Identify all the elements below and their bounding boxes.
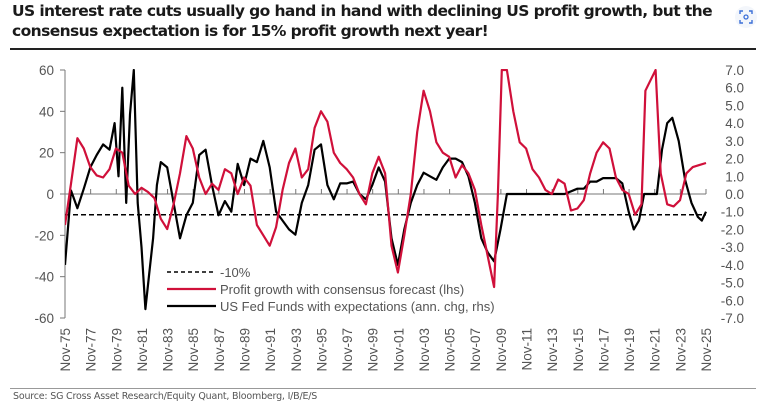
y-tick-label-right: 1.0 bbox=[725, 169, 744, 184]
legend-label: US Fed Funds with expectations (ann. chg… bbox=[220, 299, 495, 314]
x-tick-label: Nov-15 bbox=[571, 328, 586, 372]
x-tick-label: Nov-13 bbox=[545, 328, 560, 372]
x-tick-label: Nov-99 bbox=[366, 328, 381, 372]
source-divider bbox=[10, 388, 756, 389]
y-tick-label-right: 5.0 bbox=[725, 98, 744, 113]
axes: 60 40 20 0 -20 -40 -60 Nov-75 Nov-77 Nov-79 Nov-81… bbox=[34, 63, 744, 372]
y-tick-label-left: 40 bbox=[39, 104, 54, 119]
x-tick-label: Nov-77 bbox=[84, 328, 99, 372]
y-tick-label-right: -1.0 bbox=[721, 205, 744, 220]
y-tick-label-right: 7.0 bbox=[725, 63, 744, 78]
legend-label: -10% bbox=[220, 265, 251, 280]
y-tick-label-left: 0 bbox=[46, 187, 54, 202]
y-tick-label-left: 20 bbox=[39, 146, 54, 161]
y-tick-label-right: 0.0 bbox=[725, 187, 744, 202]
x-tick-label: Nov-75 bbox=[58, 328, 73, 372]
x-tick-label: Nov-79 bbox=[109, 328, 124, 372]
x-tick-label: Nov-05 bbox=[443, 328, 458, 372]
x-tick-label: Nov-07 bbox=[468, 328, 483, 372]
x-tick-label: Nov-85 bbox=[186, 328, 201, 372]
y-tick-label-right: -2.0 bbox=[721, 222, 744, 237]
x-tick-label: Nov-21 bbox=[648, 328, 663, 372]
y-tick-label-left: -60 bbox=[34, 311, 54, 326]
x-tick-label: Nov-25 bbox=[699, 328, 714, 372]
source-note: Source: SG Cross Asset Research/Equity Q… bbox=[13, 391, 318, 402]
y-tick-label-right: 4.0 bbox=[725, 116, 744, 131]
chart-title: US interest rate cuts usually go hand in… bbox=[12, 2, 713, 40]
series-layer bbox=[65, 69, 707, 311]
scan-icon bbox=[739, 10, 753, 24]
legend: -10% Profit growth with consensus forecas… bbox=[167, 265, 495, 314]
x-tick-label: Nov-83 bbox=[161, 328, 176, 372]
y-tick-label-right: 2.0 bbox=[725, 152, 744, 167]
x-tick-label: Nov-91 bbox=[263, 328, 278, 372]
x-tick-label: Nov-11 bbox=[520, 328, 535, 371]
x-tick-label: Nov-19 bbox=[622, 328, 637, 372]
y-tick-label-right: -6.0 bbox=[721, 293, 744, 308]
x-tick-label: Nov-01 bbox=[391, 328, 406, 372]
x-tick-label: Nov-81 bbox=[135, 328, 150, 372]
x-tick-label: Nov-17 bbox=[596, 328, 611, 372]
y-tick-label-right: 6.0 bbox=[725, 81, 744, 96]
y-tick-label-right: -4.0 bbox=[721, 258, 744, 273]
y-tick-label-left: -40 bbox=[34, 270, 54, 285]
y-tick-label-right: -5.0 bbox=[721, 276, 744, 291]
title-divider bbox=[10, 48, 756, 50]
x-tick-label: Nov-87 bbox=[212, 328, 227, 372]
y-tick-label-right: -3.0 bbox=[721, 240, 744, 255]
y-tick-label-left: -20 bbox=[34, 228, 54, 243]
x-tick-label: Nov-09 bbox=[494, 328, 509, 372]
chart-area: 60 40 20 0 -20 -40 -60 Nov-75 Nov-77 Nov-79 Nov-81… bbox=[34, 63, 744, 372]
profit-growth-line bbox=[65, 69, 707, 289]
y-tick-label-right: -7.0 bbox=[721, 311, 744, 326]
x-tick-label: Nov-97 bbox=[340, 328, 355, 372]
x-tick-label: Nov-03 bbox=[417, 328, 432, 372]
x-tick-label: Nov-93 bbox=[289, 328, 304, 372]
scan-button[interactable] bbox=[735, 6, 757, 28]
x-tick-label: Nov-23 bbox=[673, 328, 688, 372]
x-tick-label: Nov-89 bbox=[237, 328, 252, 372]
x-tick-label: Nov-95 bbox=[314, 328, 329, 372]
y-tick-label-right: 3.0 bbox=[725, 134, 744, 149]
y-tick-label-left: 60 bbox=[39, 63, 54, 78]
legend-label: Profit growth with consensus forecast (l… bbox=[220, 282, 464, 297]
